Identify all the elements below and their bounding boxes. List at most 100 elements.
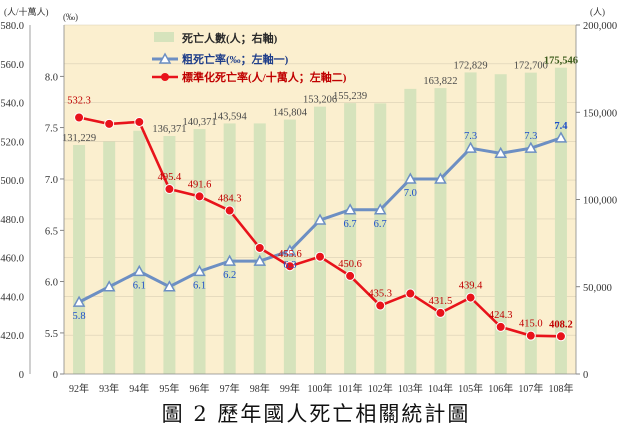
marker-std bbox=[254, 242, 265, 253]
bar bbox=[374, 103, 387, 375]
left-outer-tick: 540.0 bbox=[0, 99, 24, 110]
marker-std bbox=[74, 112, 85, 123]
right-tick: 200,000 bbox=[583, 21, 617, 32]
bar-label: 155,239 bbox=[333, 91, 367, 102]
left-outer-tick: 580.0 bbox=[0, 21, 24, 32]
crude-label: 6.3 bbox=[283, 260, 296, 271]
x-tick: 108年 bbox=[548, 382, 573, 395]
bar-label: 172,829 bbox=[454, 60, 488, 71]
bar-label: 143,594 bbox=[213, 111, 248, 122]
marker-std bbox=[435, 307, 446, 318]
bar bbox=[73, 145, 86, 374]
marker-std bbox=[284, 261, 295, 272]
marker-std bbox=[405, 288, 416, 299]
left-inner-tick: 6.0 bbox=[45, 278, 58, 289]
bar bbox=[344, 103, 357, 375]
marker-crude bbox=[404, 172, 417, 184]
marker-std bbox=[224, 205, 235, 216]
marker-std bbox=[555, 331, 566, 342]
marker-crude bbox=[163, 280, 176, 292]
x-tick: 106年 bbox=[488, 382, 513, 395]
left-outer-tick: 420.0 bbox=[0, 331, 24, 342]
right-tick: 0 bbox=[583, 370, 588, 381]
legend-swatch-deaths bbox=[154, 32, 174, 42]
x-tick: 95年 bbox=[159, 382, 179, 395]
figure-caption: 圖 2 歷年國人死亡相關統計圖 bbox=[161, 402, 471, 426]
marker-crude bbox=[434, 172, 447, 184]
legend-marker-std bbox=[161, 73, 169, 81]
marker-std bbox=[164, 184, 175, 195]
legend-marker-crude bbox=[158, 52, 172, 64]
crude-label: 6.1 bbox=[193, 280, 206, 291]
marker-crude bbox=[133, 264, 146, 277]
crude-label: 7.4 bbox=[554, 121, 568, 132]
marker-std bbox=[465, 292, 476, 303]
legend-label-std: 標準化死亡率(人/十萬人；左軸二) bbox=[182, 70, 347, 84]
left-inner-tick: 7.5 bbox=[45, 124, 58, 135]
bar bbox=[314, 106, 326, 375]
marker-std bbox=[525, 330, 536, 341]
marker-crude bbox=[464, 141, 477, 153]
bar bbox=[494, 74, 507, 375]
bar-label: 153,206 bbox=[303, 95, 337, 106]
marker-crude bbox=[193, 264, 206, 277]
right-unit: (人) bbox=[590, 7, 605, 17]
bar bbox=[193, 129, 206, 374]
legend: 死亡人數(人；右軸) 粗死亡率(‰；左軸一) 標準化死亡率(人/十萬人；左軸二) bbox=[152, 31, 347, 84]
right-tick: 50,000 bbox=[583, 283, 612, 294]
x-tick: 99年 bbox=[280, 382, 300, 395]
std-label: 415.0 bbox=[519, 319, 543, 330]
bar bbox=[554, 67, 567, 374]
crude-label: 7.3 bbox=[464, 131, 477, 142]
bar bbox=[103, 141, 116, 374]
bar bbox=[223, 123, 236, 374]
crude-label: 7.3 bbox=[524, 131, 537, 142]
crude-label: 6.7 bbox=[344, 219, 357, 230]
bar-label: 145,804 bbox=[273, 108, 308, 119]
marker-crude bbox=[343, 203, 357, 215]
crude-label: 6.1 bbox=[133, 280, 146, 291]
std-label: 435.3 bbox=[368, 289, 392, 300]
x-tick: 102年 bbox=[368, 382, 393, 395]
std-label: 484.3 bbox=[218, 194, 242, 205]
bar-label: 175,546 bbox=[544, 56, 578, 67]
x-tick: 97年 bbox=[220, 382, 240, 395]
left-outer-tick: 480.0 bbox=[0, 215, 24, 226]
bar bbox=[404, 88, 417, 374]
marker-crude bbox=[524, 141, 538, 153]
crude-label: 7.0 bbox=[404, 188, 417, 199]
bar-label: 163,822 bbox=[423, 76, 457, 87]
series-markers bbox=[72, 112, 568, 342]
bar bbox=[464, 72, 477, 374]
marker-crude bbox=[223, 254, 236, 266]
std-label: 532.3 bbox=[67, 95, 91, 106]
marker-std bbox=[345, 270, 356, 281]
x-tick: 93年 bbox=[99, 382, 119, 395]
x-tick: 94年 bbox=[129, 382, 149, 395]
left-outer-tick: 500.0 bbox=[0, 176, 24, 187]
right-tick: 150,000 bbox=[583, 108, 617, 119]
bar bbox=[434, 88, 447, 374]
marker-crude bbox=[283, 244, 297, 256]
x-tick: 100年 bbox=[308, 382, 333, 395]
x-tick: 92年 bbox=[69, 382, 89, 395]
x-tick: 96年 bbox=[190, 382, 210, 395]
legend-label-deaths: 死亡人數(人；右軸) bbox=[182, 31, 278, 45]
bar-label: 140,371 bbox=[182, 117, 216, 128]
x-tick: 104年 bbox=[428, 382, 453, 395]
x-tick: 98年 bbox=[250, 382, 270, 395]
bar bbox=[163, 136, 176, 374]
std-label: 450.6 bbox=[338, 259, 362, 270]
bar-label: 131,229 bbox=[62, 133, 96, 144]
marker-crude bbox=[253, 254, 267, 266]
std-label: 491.6 bbox=[188, 179, 212, 190]
std-label: 424.3 bbox=[489, 310, 513, 321]
marker-std bbox=[315, 251, 325, 262]
left-outer-unit: (人/十萬人) bbox=[4, 6, 49, 17]
crude-label: 6.7 bbox=[374, 219, 387, 230]
left-inner-unit: (‰) bbox=[63, 12, 78, 22]
marker-std bbox=[495, 321, 506, 332]
x-tick: 103年 bbox=[398, 382, 423, 395]
